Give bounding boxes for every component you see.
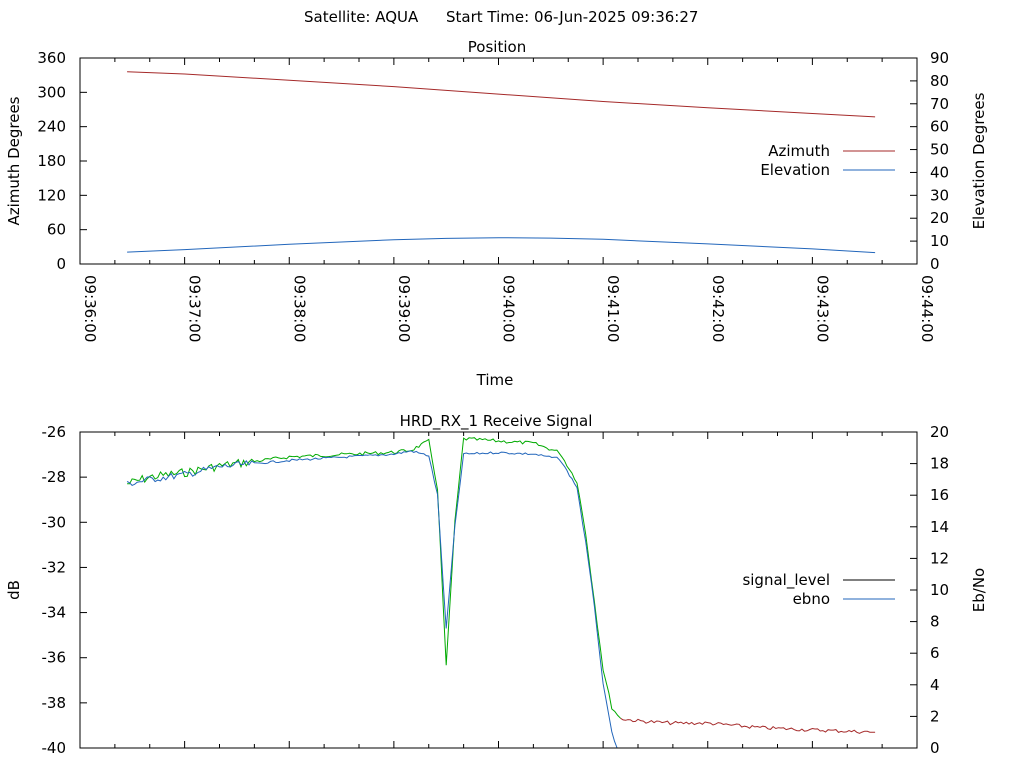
ebno-tick-label: 0 (930, 739, 940, 757)
azimuth-tick-label: 120 (37, 186, 66, 204)
ebno-tick-label: 18 (930, 455, 949, 473)
ebno-tick-label: 20 (930, 423, 949, 441)
legend-ebno-label: ebno (793, 590, 830, 608)
position-legend: Azimuth Elevation (760, 142, 895, 179)
satellite-label: Satellite: AQUA (304, 8, 419, 26)
azimuth-tick-label: 180 (37, 152, 66, 170)
elevation-tick-label: 0 (930, 255, 940, 273)
elevation-tick-label: 20 (930, 209, 949, 227)
elevation-axis-label: Elevation Degrees (970, 92, 988, 229)
time-tick-label: 09:43:00 (813, 275, 831, 342)
elevation-axis: 0 10 20 30 40 50 60 70 80 90 (910, 49, 949, 273)
signal-time-axis (79, 432, 918, 748)
db-tick-label: -26 (42, 423, 67, 441)
elevation-tick-label: 70 (930, 95, 949, 113)
receive-signal-plot-frame (79, 431, 918, 749)
db-tick-label: -34 (42, 604, 67, 622)
db-tick-label: -32 (42, 558, 67, 576)
azimuth-axis: 0 60 120 180 240 300 360 (37, 49, 87, 273)
db-tick-label: -36 (42, 649, 67, 667)
ebno-tick-label: 8 (930, 613, 940, 631)
start-time-label: Start Time: 06-Jun-2025 09:36:27 (446, 8, 698, 26)
elevation-tick-label: 30 (930, 186, 949, 204)
series-ebno-line (126, 450, 618, 749)
elevation-tick-label: 80 (930, 72, 949, 90)
ebno-tick-label: 10 (930, 581, 949, 599)
position-chart-title: Position (468, 38, 526, 56)
legend-azimuth-label: Azimuth (768, 142, 830, 160)
time-axis: 09:36:00 09:37:00 09:38:00 09:39:00 09:40:00… (79, 58, 936, 342)
elevation-tick-label: 40 (930, 163, 949, 181)
azimuth-tick-label: 60 (47, 221, 66, 239)
ebno-tick-label: 16 (930, 486, 949, 504)
legend-signal-level-label: signal_level (742, 571, 830, 590)
elevation-tick-label: 90 (930, 49, 949, 67)
elevation-tick-label: 50 (930, 141, 949, 159)
time-tick-label: 09:37:00 (186, 275, 204, 342)
time-tick-label: 09:42:00 (709, 275, 727, 342)
azimuth-tick-label: 360 (37, 49, 66, 67)
db-axis-label: dB (5, 580, 23, 600)
db-tick-label: -30 (42, 513, 67, 531)
position-chart: Position 0 60 120 180 240 300 360 0 10 20 30 40 50 6… (5, 38, 988, 389)
series-azimuth-line (127, 71, 876, 118)
ebno-axis: 0 2 4 6 8 10 12 14 16 18 20 (910, 423, 949, 757)
receive-signal-legend: signal_level ebno (742, 571, 895, 608)
time-tick-label: 09:41:00 (604, 275, 622, 342)
elevation-tick-label: 60 (930, 118, 949, 136)
db-tick-label: -38 (42, 694, 67, 712)
time-axis-label: Time (476, 371, 514, 389)
azimuth-tick-label: 300 (37, 83, 66, 101)
time-tick-label: 09:38:00 (290, 275, 308, 342)
ebno-axis-label: Eb/No (970, 568, 988, 612)
azimuth-tick-label: 0 (56, 255, 66, 273)
receive-signal-chart-title: HRD_RX_1 Receive Signal (400, 412, 593, 431)
ebno-tick-label: 6 (930, 644, 940, 662)
azimuth-axis-label: Azimuth Degrees (5, 96, 23, 225)
receive-signal-chart: HRD_RX_1 Receive Signal -40-38-36-34-32-… (5, 412, 988, 757)
series-signal-level-line (127, 437, 621, 719)
db-tick-label: -40 (42, 739, 67, 757)
elevation-tick-label: 10 (930, 232, 949, 250)
ebno-tick-label: 14 (930, 518, 949, 536)
series-signal-level-tail-line (620, 717, 876, 734)
azimuth-tick-label: 240 (37, 118, 66, 136)
time-tick-label: 09:40:00 (500, 275, 518, 342)
series-elevation-line (127, 237, 876, 254)
legend-elevation-label: Elevation (760, 161, 830, 179)
time-tick-label: 09:39:00 (395, 275, 413, 342)
ebno-tick-label: 2 (930, 707, 940, 725)
ebno-tick-label: 12 (930, 549, 949, 567)
db-tick-label: -28 (42, 468, 67, 486)
time-tick-label: 09:44:00 (918, 275, 936, 342)
db-axis: -40 -38 -36 -34 -32 -30 -28 -26 (42, 423, 87, 757)
time-tick-label: 09:36:00 (81, 275, 99, 342)
ebno-tick-label: 4 (930, 676, 940, 694)
